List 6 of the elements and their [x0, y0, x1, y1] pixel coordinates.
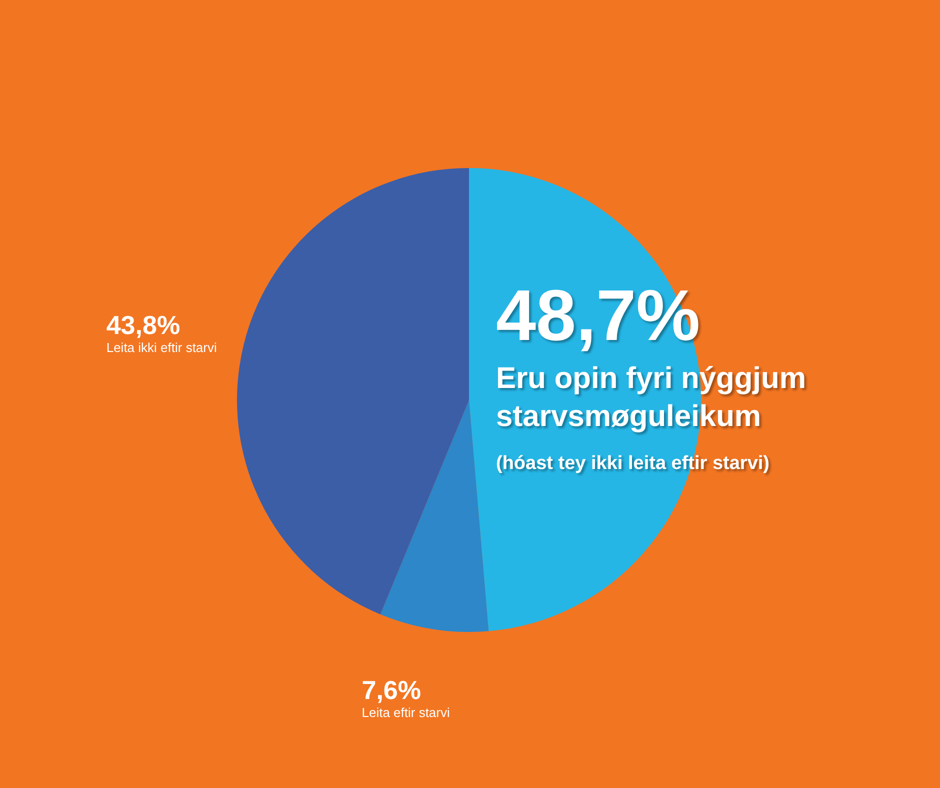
slice-label: Leita eftir starvi: [362, 704, 450, 720]
pie-slice: [237, 168, 469, 614]
pie-slice: [380, 400, 489, 632]
data-label: 7,6%: [362, 674, 421, 705]
slice-label: Leita ikki eftir starvi: [106, 340, 217, 355]
data-label: 43,8%: [106, 310, 180, 340]
